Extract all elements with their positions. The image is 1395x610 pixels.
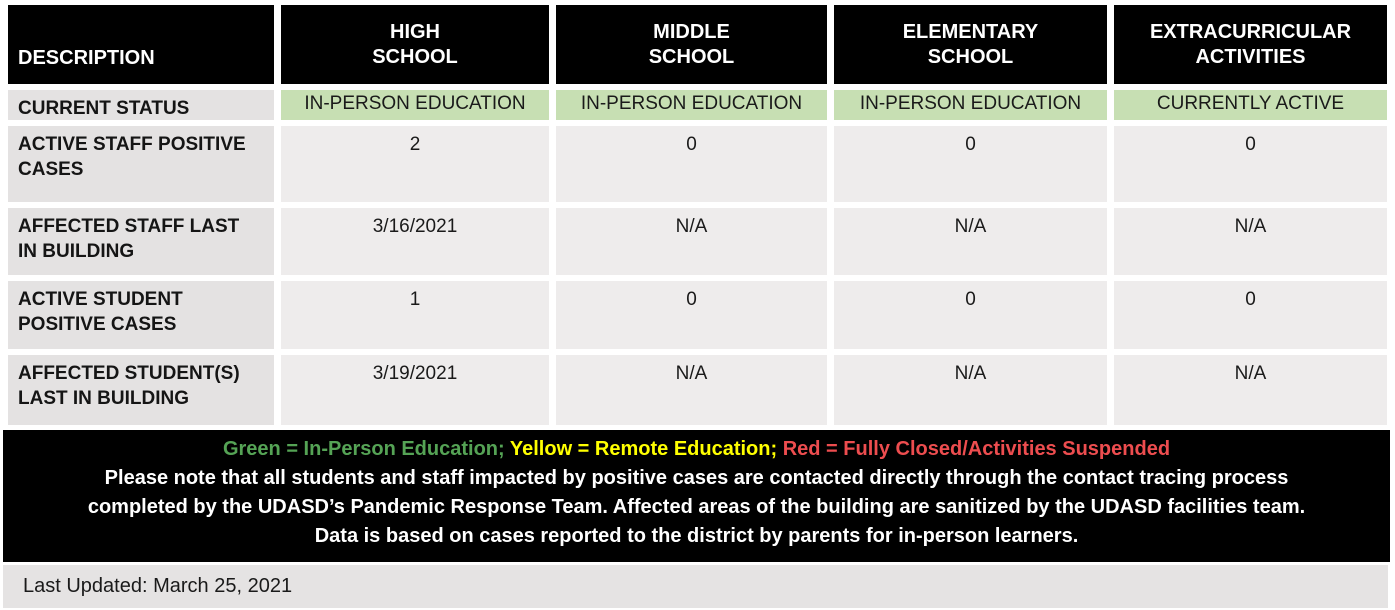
value-cell-staff-last-extracurricular: N/A [1114, 208, 1387, 275]
value-cell-staff-last-middle-school: N/A [556, 208, 827, 275]
last-updated-bar: Last Updated: March 25, 2021 [3, 565, 1388, 608]
column-header-middle-school: MIDDLE SCHOOL [556, 5, 827, 84]
column-header-high-school: HIGH SCHOOL [281, 5, 549, 84]
value-cell-staff-cases-high-school: 2 [281, 126, 549, 202]
status-cell-high-school: IN-PERSON EDUCATION [281, 90, 549, 120]
column-header-line: SCHOOL [648, 45, 735, 68]
column-header-line: SCHOOL [927, 45, 1014, 68]
row-label-staff-last-in-building: AFFECTED STAFF LAST IN BUILDING [8, 208, 274, 275]
value-cell-student-cases-middle-school: 0 [556, 281, 827, 349]
status-table: DESCRIPTION HIGH SCHOOL MIDDLE SCHOOL EL… [8, 5, 1387, 425]
value-cell-staff-cases-extracurricular: 0 [1114, 126, 1387, 202]
value-cell-student-last-elementary-school: N/A [834, 355, 1107, 425]
note-line-3: Data is based on cases reported to the d… [314, 525, 1079, 547]
last-updated-text: Last Updated: March 25, 2021 [23, 575, 293, 597]
column-header-line: EXTRACURRICULAR [1149, 20, 1352, 43]
row-label-student-last-in-building: AFFECTED STUDENT(S) LAST IN BUILDING [8, 355, 274, 425]
row-label-current-status: CURRENT STATUS [8, 90, 274, 120]
legend-line: Green = In-Person Education; Yellow = Re… [3, 435, 1390, 464]
column-header-line: MIDDLE [653, 20, 730, 43]
status-cell-elementary-school: IN-PERSON EDUCATION [834, 90, 1107, 120]
status-cell-middle-school: IN-PERSON EDUCATION [556, 90, 827, 120]
column-header-extracurricular: EXTRACURRICULAR ACTIVITIES [1114, 5, 1387, 84]
legend-yellow-text: Yellow = Remote Education; [509, 438, 783, 460]
value-cell-student-cases-elementary-school: 0 [834, 281, 1107, 349]
row-label-active-student-cases: ACTIVE STUDENT POSITIVE CASES [8, 281, 274, 349]
value-cell-staff-cases-middle-school: 0 [556, 126, 827, 202]
value-cell-student-cases-high-school: 1 [281, 281, 549, 349]
row-label-active-staff-cases: ACTIVE STAFF POSITIVE CASES [8, 126, 274, 202]
value-cell-staff-cases-elementary-school: 0 [834, 126, 1107, 202]
legend-note-band: Green = In-Person Education; Yellow = Re… [3, 430, 1390, 562]
column-header-line: SCHOOL [372, 45, 458, 68]
note-line-1: Please note that all students and staff … [104, 467, 1289, 489]
legend-green-text: Green = In-Person Education; [222, 438, 510, 460]
value-cell-student-last-extracurricular: N/A [1114, 355, 1387, 425]
column-header-description: DESCRIPTION [8, 5, 274, 84]
column-header-line: ELEMENTARY [902, 20, 1039, 43]
legend-red-text: Red = Fully Closed/Activities Suspended [782, 438, 1171, 460]
status-cell-extracurricular: CURRENTLY ACTIVE [1114, 90, 1387, 120]
column-header-line: ACTIVITIES [1195, 45, 1306, 68]
value-cell-student-cases-extracurricular: 0 [1114, 281, 1387, 349]
column-header-label: DESCRIPTION [18, 47, 155, 69]
value-cell-student-last-middle-school: N/A [556, 355, 827, 425]
column-header-line: HIGH [390, 20, 440, 43]
column-header-elementary-school: ELEMENTARY SCHOOL [834, 5, 1107, 84]
value-cell-staff-last-elementary-school: N/A [834, 208, 1107, 275]
value-cell-student-last-high-school: 3/19/2021 [281, 355, 549, 425]
note-line-2: completed by the UDASD’s Pandemic Respon… [87, 496, 1306, 518]
value-cell-staff-last-high-school: 3/16/2021 [281, 208, 549, 275]
